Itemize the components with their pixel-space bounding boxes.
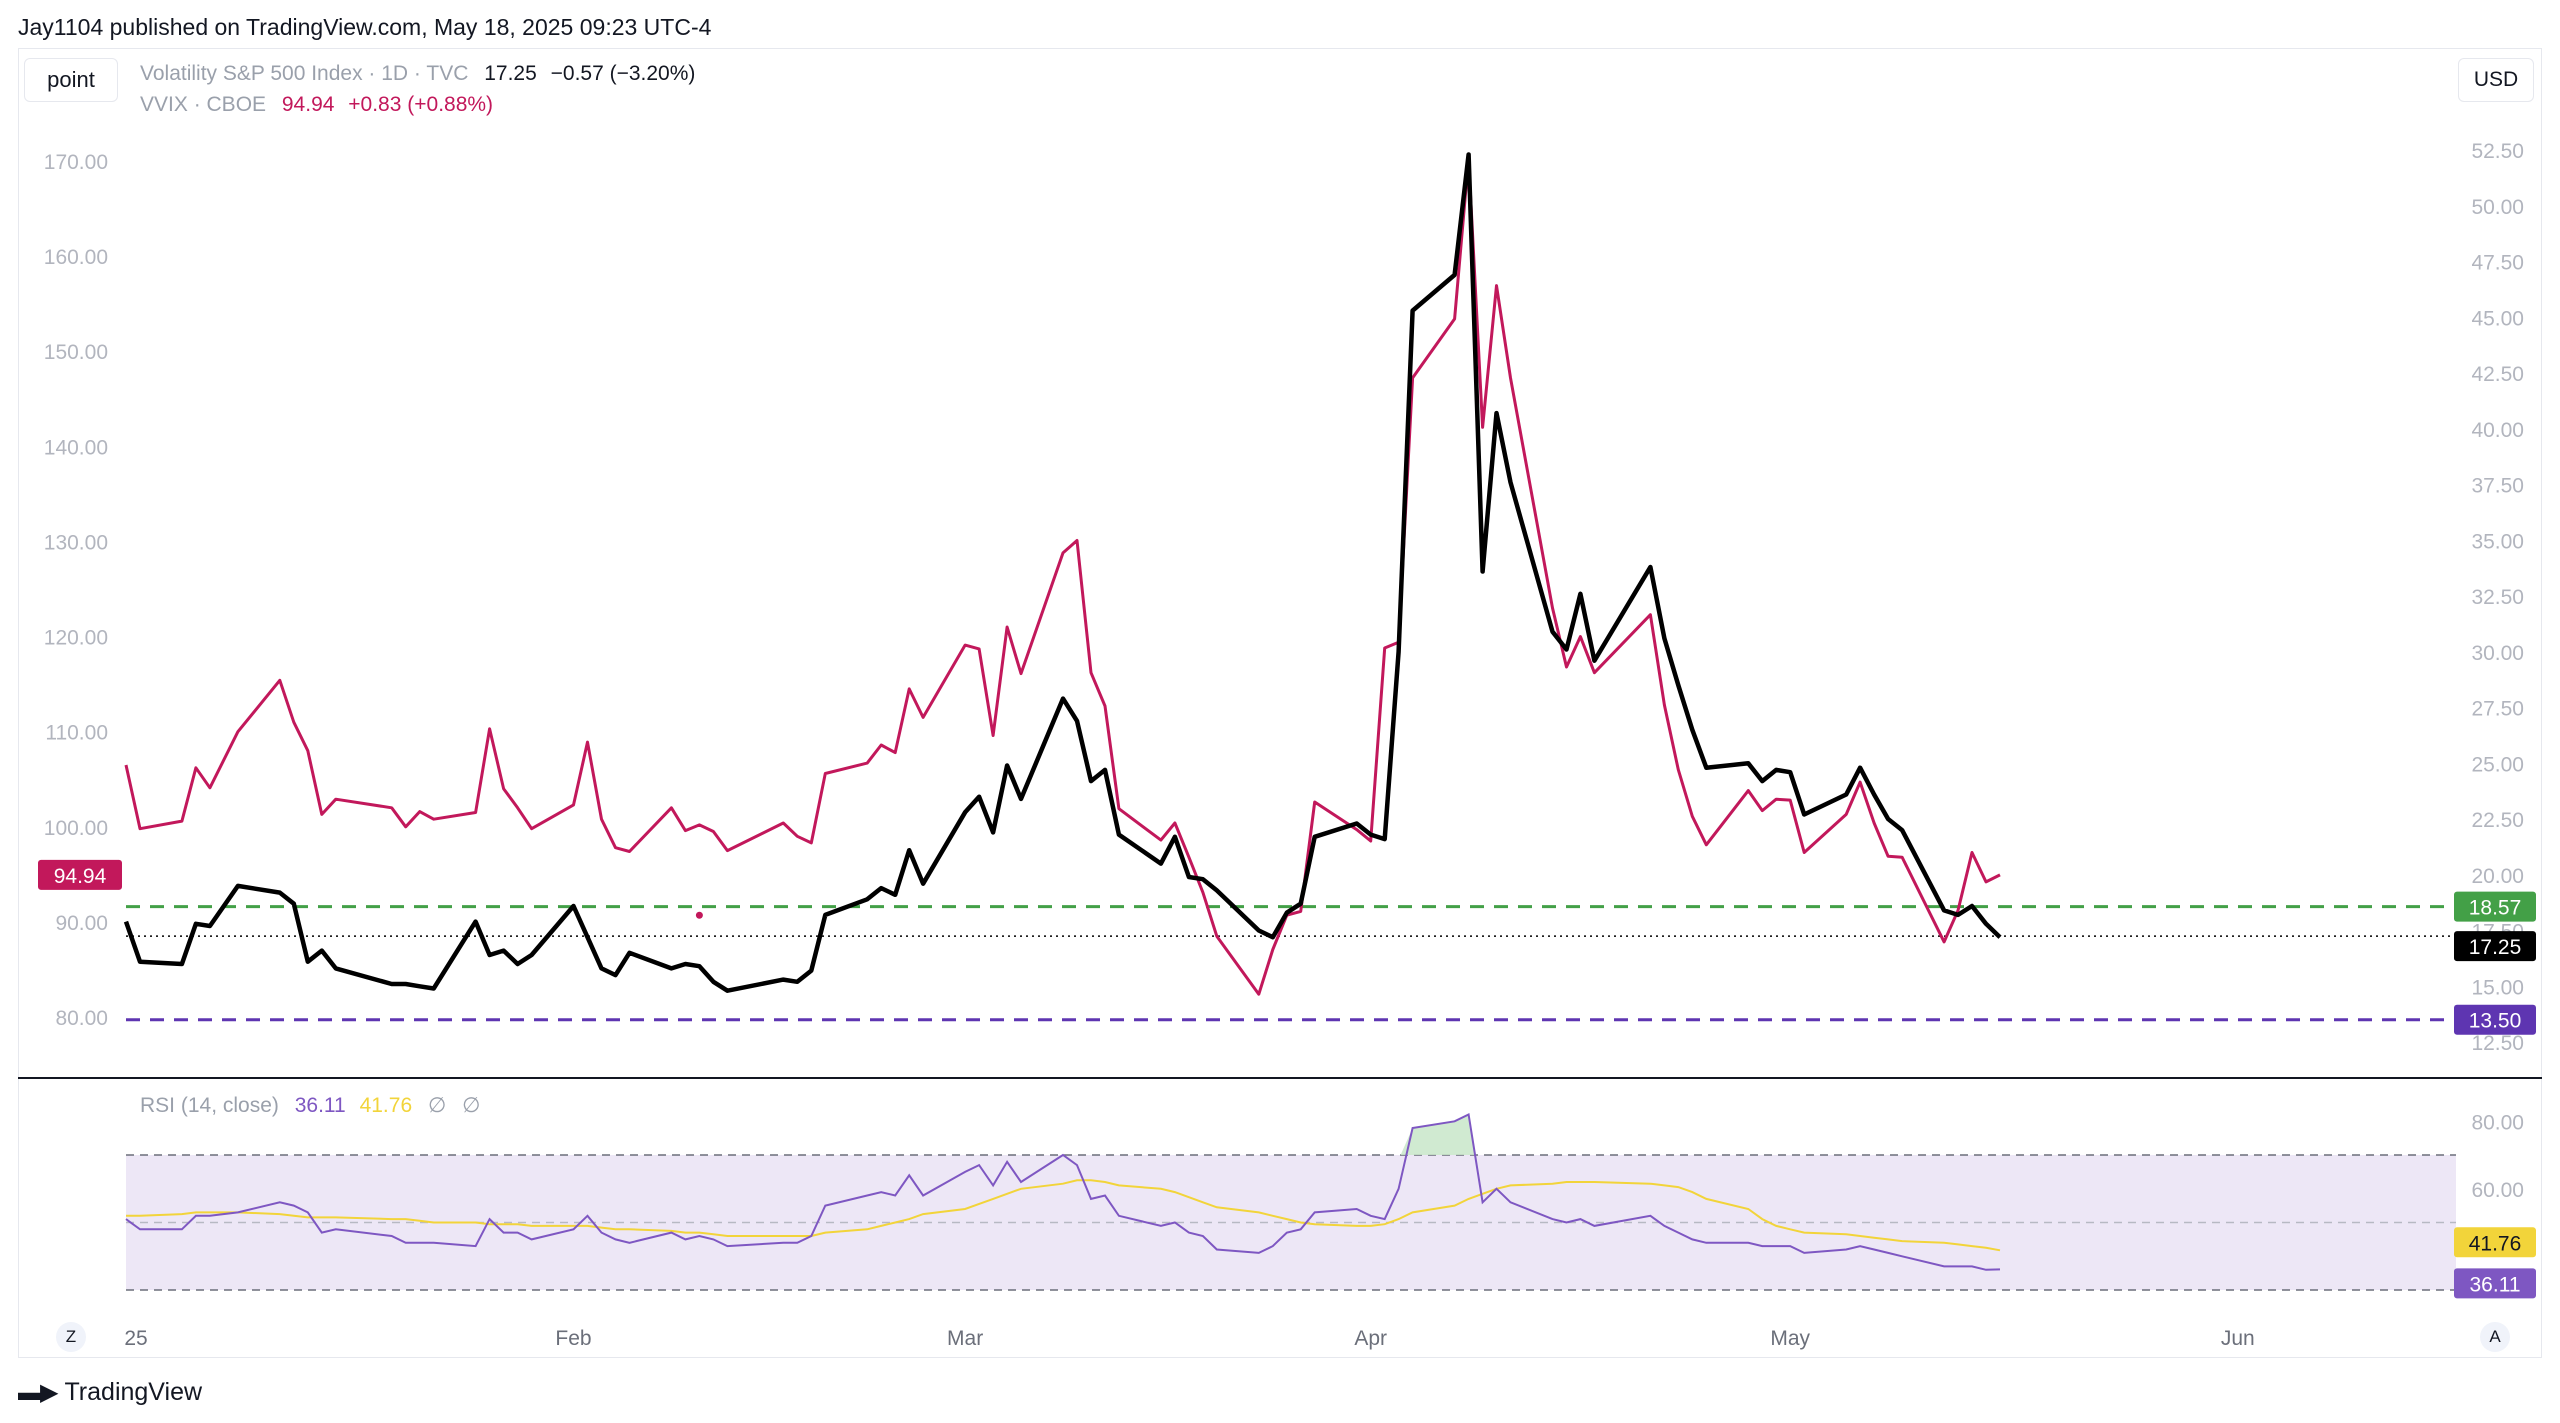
rsi-axis-tick-label: 80.00	[2471, 1111, 2524, 1134]
tradingview-logo-icon: ▬▶	[18, 1379, 58, 1406]
legend-vvix-last: 94.94	[281, 93, 335, 116]
legend-rsi-value: 36.11	[294, 1094, 346, 1117]
purple-line-badge: 13.50	[2454, 1004, 2536, 1035]
time-axis-tick-label: 25	[124, 1327, 147, 1350]
left-axis-tick-label: 110.00	[45, 722, 108, 745]
vix-series-line	[123, 152, 2002, 993]
rsi-value-badge: 36.11	[2454, 1268, 2536, 1299]
left-axis-tick-label: 120.00	[44, 627, 108, 650]
vvix-last-badge-bg	[38, 859, 122, 890]
right-axis-tick-label: 52.50	[2471, 140, 2524, 163]
legend-rsi-na-1: ∅	[427, 1094, 447, 1117]
zoom-button[interactable]: Z	[56, 1322, 86, 1352]
auto-scale-button[interactable]: A	[2480, 1322, 2510, 1352]
currency-button[interactable]: USD	[2458, 58, 2534, 102]
rsi-line	[125, 1113, 2001, 1271]
right-axis-tick-label: 37.50	[2471, 475, 2524, 498]
time-axis-tick-label: Mar	[947, 1327, 983, 1350]
rsi-overbought-fill	[1400, 1114, 1475, 1155]
vix-last-badge-text: 17.25	[2469, 936, 2522, 959]
legend-vix-last: 17.25	[484, 62, 537, 85]
rsi-value-badge-bg	[2454, 1268, 2536, 1299]
legend-vvix-change: +0.83 (+0.88%)	[348, 93, 494, 116]
purple-line-badge-text: 13.50	[2469, 1010, 2522, 1033]
right-axis-tick-label: 22.50	[2471, 809, 2524, 832]
vvix-series-line	[124, 156, 2001, 996]
price-series	[123, 152, 2002, 996]
vvix-last-badge-text: 94.94	[54, 865, 107, 888]
legend-rsi-name: RSI (14, close)	[140, 1094, 279, 1117]
green-line-badge-text: 18.57	[2469, 897, 2522, 920]
time-axis-tick-label: Apr	[1354, 1327, 1387, 1350]
rsi-ma-badge-text: 41.76	[2469, 1232, 2522, 1255]
right-axis-tick-label: 12.50	[2471, 1032, 2524, 1055]
vix-last-badge: 17.25	[2454, 931, 2536, 962]
right-axis-tick-label: 27.50	[2471, 698, 2524, 721]
annotation-dot	[695, 911, 703, 919]
left-axis-tick-label: 150.00	[44, 341, 108, 364]
legend-vix-change: −0.57 (−3.20%)	[550, 62, 696, 85]
right-axis-tick-label: 45.00	[2471, 307, 2524, 330]
right-axis-tick-label: 30.00	[2471, 642, 2524, 665]
legend-vvix-name: VVIX · CBOE	[140, 93, 267, 116]
purple-line-badge-bg	[2454, 1004, 2536, 1035]
rsi-axis-tick-label: 60.00	[2471, 1179, 2524, 1202]
legend-rsi[interactable]: RSI (14, close) 36.11 41.76 ∅ ∅	[140, 1093, 480, 1118]
right-axis-tick-label: 15.00	[2471, 976, 2524, 999]
rsi-value-badge-text: 36.11	[2470, 1273, 2521, 1296]
left-axis-tick-label: 130.00	[44, 531, 108, 554]
time-axis: 25 Feb Mar Apr May Jun	[124, 1327, 2254, 1350]
legend-rsi-na-2: ∅	[462, 1094, 481, 1117]
green-line-badge: 18.57	[2454, 891, 2536, 922]
left-axis-tick-label: 100.00	[44, 817, 108, 840]
legend-vvix[interactable]: VVIX · CBOE 94.94 +0.83 (+0.88%)	[140, 93, 493, 117]
left-price-axis: 80.00 90.00 100.00 110.00 120.00 130.00 140.00…	[44, 151, 108, 1030]
right-axis-tick-label: 25.00	[2471, 753, 2524, 776]
right-axis-tick-label: 40.00	[2471, 419, 2524, 442]
vvix-last-badge: 94.94	[38, 859, 122, 890]
right-axis-tick-label: 20.00	[2471, 865, 2524, 888]
rsi-panel: 60.00 80.00 41.76 36.11	[125, 1111, 2536, 1299]
left-axis-tick-label: 140.00	[44, 436, 108, 459]
time-axis-tick-label: Jun	[2221, 1327, 2255, 1350]
legend-vix-name: Volatility S&P 500 Index · 1D · TVC	[140, 62, 469, 85]
interval-button[interactable]: point	[24, 58, 118, 102]
left-axis-tick-label: 170.00	[44, 151, 108, 174]
published-info: Jay1104 published on TradingView.com, Ma…	[18, 14, 712, 40]
tradingview-logo-text: TradingView	[64, 1378, 203, 1406]
right-axis-tick-label: 42.50	[2471, 363, 2524, 386]
time-axis-tick-label: Feb	[555, 1327, 591, 1350]
rsi-ma-badge-bg	[2454, 1227, 2536, 1258]
left-axis-tick-label: 160.00	[44, 246, 108, 269]
time-axis-tick-label: May	[1770, 1327, 1810, 1350]
right-axis-tick-label: 35.00	[2471, 530, 2524, 553]
green-line-badge-bg	[2454, 891, 2536, 922]
rsi-ma-badge: 41.76	[2454, 1227, 2536, 1258]
price-labels: 94.94 18.57 17.25 13.50	[38, 859, 2536, 1035]
right-axis-tick-label: 47.50	[2471, 252, 2524, 275]
left-axis-tick-label: 80.00	[55, 1007, 108, 1030]
tradingview-logo[interactable]: ▬▶ TradingView	[18, 1378, 202, 1407]
right-axis-tick-label: 50.00	[2471, 196, 2524, 219]
legend-vix[interactable]: Volatility S&P 500 Index · 1D · TVC 17.2…	[140, 62, 695, 86]
left-axis-tick-label: 90.00	[55, 912, 108, 935]
rsi-ma-line	[126, 1179, 2001, 1252]
chart-frame	[18, 48, 2542, 1358]
horizontal-lines	[126, 905, 2456, 1022]
vix-last-badge-bg	[2454, 931, 2536, 962]
legend-rsi-ma-value: 41.76	[359, 1094, 413, 1117]
right-axis-tick-label: 32.50	[2471, 586, 2524, 609]
